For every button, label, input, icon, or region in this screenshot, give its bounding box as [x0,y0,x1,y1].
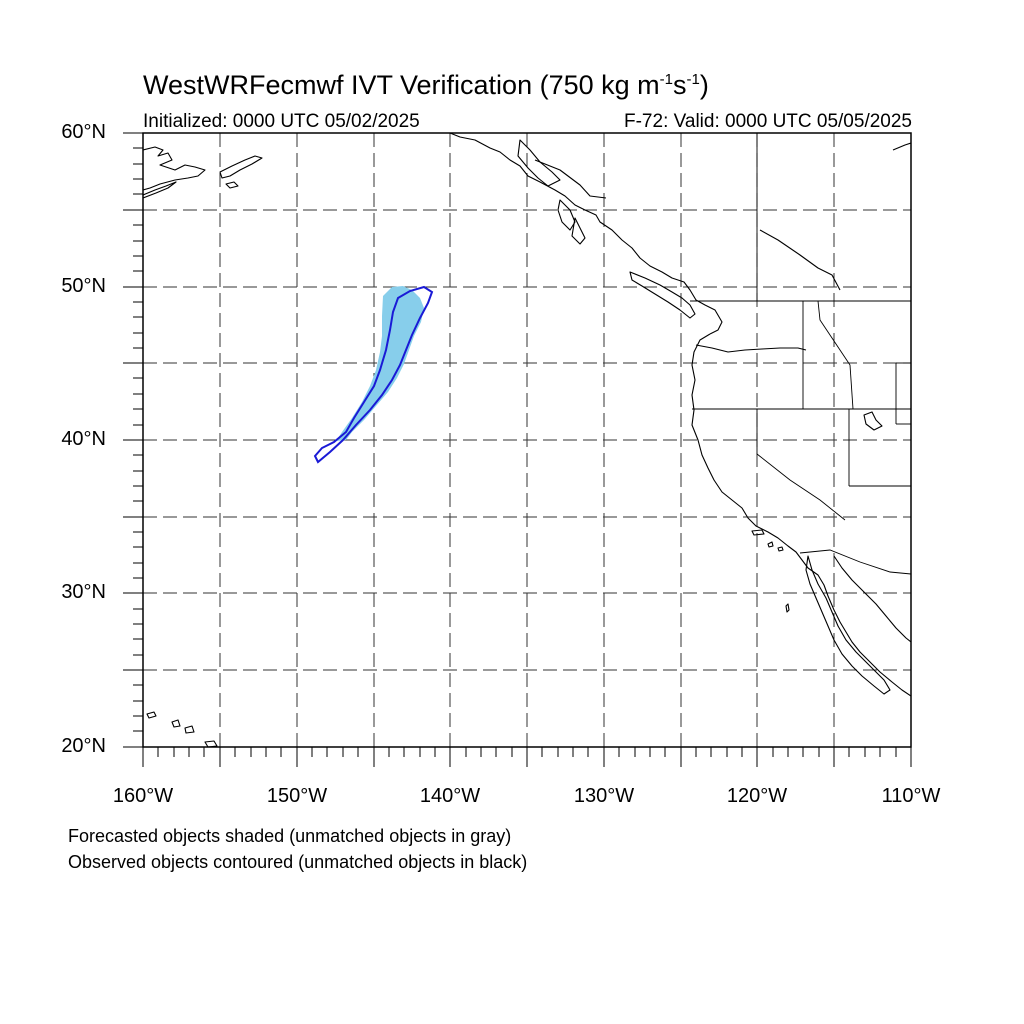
forecast-object [336,286,424,441]
lat-label-60n: 60°N [61,121,106,143]
valid-time: F-72: Valid: 0000 UTC 05/05/2025 [624,111,912,132]
lon-label-110w: 110°W [881,785,941,807]
lon-label-160w: 160°W [112,785,174,807]
lon-label-120w: 120°W [726,785,788,807]
lon-label-140w: 140°W [419,785,481,807]
grid-lines [143,133,911,747]
lon-label-150w: 150°W [266,785,328,807]
lat-label-30n: 30°N [61,581,106,603]
lat-label-50n: 50°N [61,275,106,297]
tick-marks [123,132,912,767]
observed-object [313,285,434,464]
political-boundaries [690,133,911,575]
initialized-time: Initialized: 0000 UTC 05/02/2025 [143,111,420,132]
lat-label-20n: 20°N [61,735,106,757]
legend-note-observed: Observed objects contoured (unmatched ob… [68,852,528,872]
lat-label-40n: 40°N [61,428,106,450]
legend-note-forecast: Forecasted objects shaded (unmatched obj… [68,826,512,846]
map-title: WestWRFecmwf IVT Verification (750 kg m-… [143,70,709,100]
lon-label-130w: 130°W [573,785,635,807]
